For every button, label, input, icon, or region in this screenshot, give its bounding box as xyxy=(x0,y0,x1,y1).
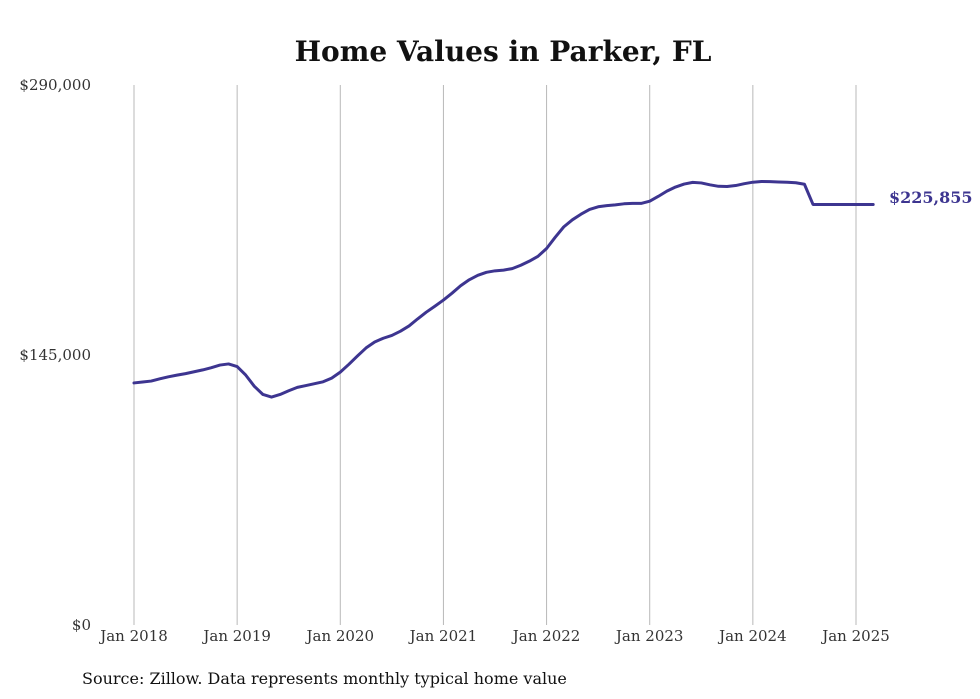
y-tick-label: $290,000 xyxy=(19,76,91,94)
gridlines xyxy=(133,85,857,625)
y-tick-label: $145,000 xyxy=(19,346,91,364)
series xyxy=(132,179,875,399)
x-tick-label: Jan 2020 xyxy=(305,627,375,645)
x-tick-label: Jan 2025 xyxy=(820,627,890,645)
x-tick-label: Jan 2023 xyxy=(614,627,684,645)
end-value-label: $225,855 xyxy=(889,188,973,207)
x-tick-label: Jan 2022 xyxy=(511,627,581,645)
y-axis-ticks: $0 $145,000 $290,000 xyxy=(19,76,91,634)
x-tick-label: Jan 2019 xyxy=(201,627,271,645)
x-tick-label: Jan 2024 xyxy=(717,627,787,645)
x-tick-label: Jan 2021 xyxy=(408,627,478,645)
chart-title: Home Values in Parker, FL xyxy=(295,35,712,68)
series-line-0 xyxy=(132,179,875,399)
source-note: Source: Zillow. Data represents monthly … xyxy=(82,669,567,688)
x-axis-ticks: Jan 2018 Jan 2019 Jan 2020 Jan 2021 Jan 2022… xyxy=(98,627,890,645)
y-tick-label: $0 xyxy=(72,616,91,634)
x-tick-label: Jan 2018 xyxy=(98,627,168,645)
